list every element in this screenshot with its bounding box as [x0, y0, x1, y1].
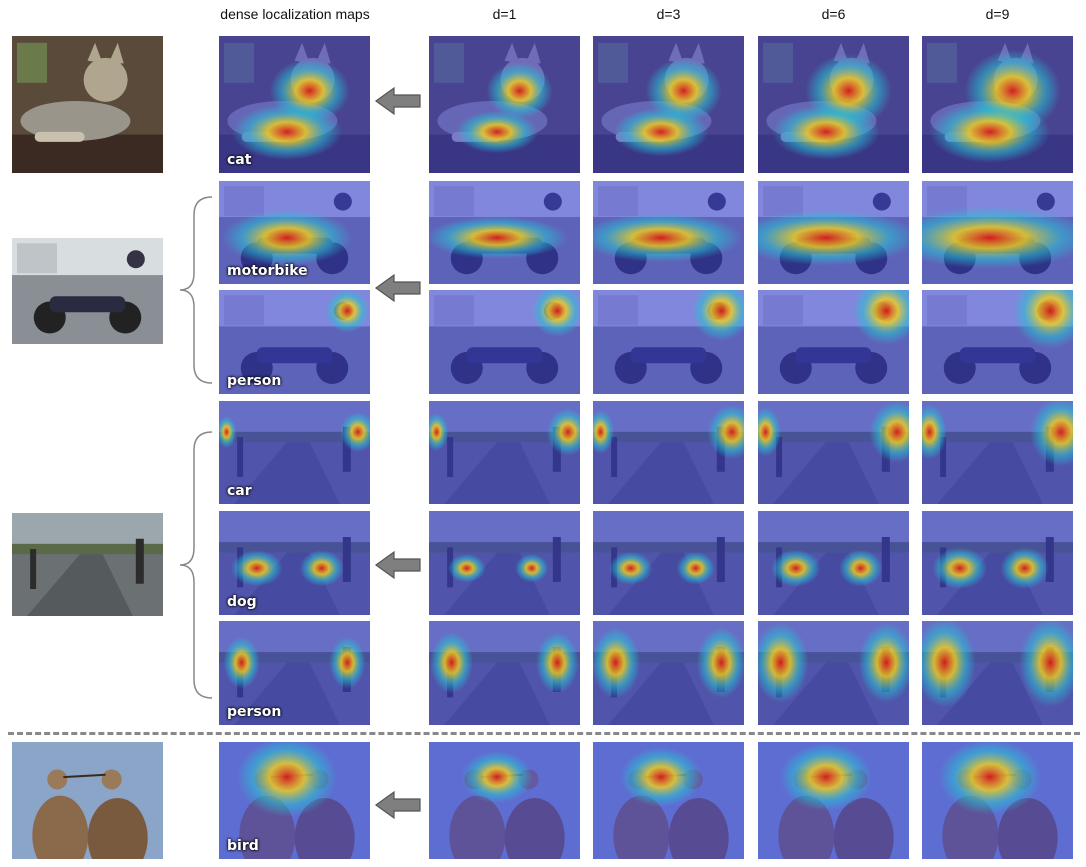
photo-motorbike: [12, 238, 163, 344]
map-car-d4: [922, 401, 1073, 504]
map-motorbike-d3: [758, 181, 909, 284]
dense-map-cat: cat: [219, 36, 370, 173]
photo-street: [12, 513, 163, 616]
dense-map-walkers: person: [219, 621, 370, 725]
dense-map-motorbike: motorbike: [219, 181, 370, 284]
header-dense-maps: dense localization maps: [220, 6, 370, 22]
header-d6: d=6: [821, 6, 846, 22]
class-label: person: [227, 704, 282, 720]
arrow-left-icon: [374, 550, 421, 580]
map-bird-d3: [758, 742, 909, 859]
map-rider-d4: [922, 290, 1073, 394]
map-cat-d2: [593, 36, 744, 173]
map-rider-d3: [758, 290, 909, 394]
map-bird-d4: [922, 742, 1073, 859]
map-motorbike-d2: [593, 181, 744, 284]
class-label: bird: [227, 838, 259, 854]
map-bird-d2: [593, 742, 744, 859]
map-car-d1: [429, 401, 580, 504]
map-cat-d1: [429, 36, 580, 173]
map-cat-d3: [758, 36, 909, 173]
arrow-left-icon: [374, 273, 421, 303]
class-label: dog: [227, 594, 257, 610]
map-rider-d2: [593, 290, 744, 394]
arrow-left-icon: [374, 86, 421, 116]
map-car-d3: [758, 401, 909, 504]
map-bird-d1: [429, 742, 580, 859]
class-label: car: [227, 483, 252, 499]
photo-bird: [12, 742, 163, 859]
map-walkers-d3: [758, 621, 909, 725]
dense-map-car: car: [219, 401, 370, 504]
dense-map-bird: bird: [219, 742, 370, 859]
brace-motorbike-icon: [179, 196, 213, 384]
map-rider-d1: [429, 290, 580, 394]
map-walkers-d4: [922, 621, 1073, 725]
section-divider: [8, 732, 1080, 735]
header-d3: d=3: [656, 6, 681, 22]
map-car-d2: [593, 401, 744, 504]
map-dog-d3: [758, 511, 909, 615]
header-d9: d=9: [985, 6, 1010, 22]
class-label: person: [227, 373, 282, 389]
photo-cat: [12, 36, 163, 173]
brace-street-icon: [179, 431, 213, 699]
dense-map-dog: dog: [219, 511, 370, 615]
header-d1: d=1: [492, 6, 517, 22]
dense-map-rider: person: [219, 290, 370, 394]
map-dog-d4: [922, 511, 1073, 615]
map-cat-d4: [922, 36, 1073, 173]
map-dog-d1: [429, 511, 580, 615]
arrow-left-icon: [374, 790, 421, 820]
map-walkers-d1: [429, 621, 580, 725]
map-motorbike-d4: [922, 181, 1073, 284]
map-walkers-d2: [593, 621, 744, 725]
map-motorbike-d1: [429, 181, 580, 284]
map-dog-d2: [593, 511, 744, 615]
class-label: cat: [227, 152, 252, 168]
class-label: motorbike: [227, 263, 308, 279]
